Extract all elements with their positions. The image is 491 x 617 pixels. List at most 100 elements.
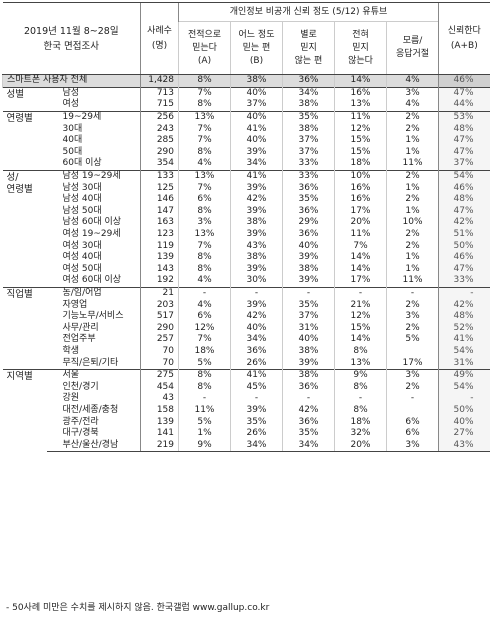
table-row: 여성 50대 143 8% 39% 38% 14% 1% 47% (3, 263, 490, 276)
dont-know-cell: 11% (385, 158, 439, 171)
somewhat-trust-cell: 38% (230, 74, 283, 88)
no-trust-cell: 17% (334, 275, 387, 288)
not-much-trust-cell: - (282, 286, 335, 300)
fully-trust-cell: 13% (178, 228, 231, 241)
col-header-line: 별로 (300, 29, 317, 40)
row-label: 인천/경기 (62, 381, 99, 392)
somewhat-trust-cell: 35% (230, 416, 283, 428)
table-row: 기능노무/서비스 517 6% 42% 37% 12% 3% 48% (3, 310, 490, 323)
no-trust-cell: 15% (334, 322, 387, 335)
not-much-trust-cell: 38% (282, 123, 335, 135)
not-much-trust-cell: 35% (282, 299, 335, 311)
dont-know-cell: 5% (385, 334, 439, 346)
somewhat-trust-cell: 39% (230, 299, 283, 311)
footnote: - 50사례 미만은 수치를 제시하지 않음. 한국갤럽 www.gallup.… (6, 603, 270, 613)
trust-total-cell: 33% (438, 275, 490, 288)
row-label: 부산/울산/경남 (46, 439, 141, 453)
trust-total-cell: 37% (438, 158, 490, 171)
row-label: 무직/은퇴/기타 (62, 357, 119, 368)
trust-total-cell: 31% (438, 357, 490, 370)
somewhat-trust-cell: 34% (230, 439, 283, 453)
dont-know-cell: 3% (385, 439, 439, 453)
trust-total-cell: 42% (438, 217, 490, 229)
table-row: 강원 43- - - - - - (3, 393, 490, 405)
not-much-trust-cell: 29% (282, 217, 335, 229)
row-label: 대전/세종/충청 (62, 404, 119, 415)
dont-know-cell: 10% (385, 217, 439, 229)
fully-trust-cell: 11% (178, 404, 231, 417)
trust-total-cell: 47% (438, 205, 490, 218)
no-trust-cell: 13% (334, 99, 387, 112)
question-group-header: 개인정보 비공개 신뢰 정도 (5/12) 유튜브 (177, 2, 439, 22)
fully-trust-cell: 4% (178, 275, 231, 288)
fully-trust-cell: 4% (178, 158, 231, 171)
dont-know-cell: 1% (385, 146, 439, 159)
not-much-trust-cell: 36% (282, 416, 335, 428)
row-label: 여성 (62, 99, 80, 110)
table-row: 남성 30대 125 7% 39% 36% 16% 1% 46% (3, 182, 490, 194)
row-label: 학생 (62, 345, 80, 356)
not-much-trust-cell: 34% (282, 86, 335, 100)
table-row: 부산/울산/경남 219 9% 34% 34% 20% 3% 43% (3, 439, 490, 453)
table-row: 남성 50대 147 8% 39% 36% 17% 1% 47% (3, 205, 490, 218)
somewhat-trust-cell: 39% (230, 182, 283, 194)
category-label: 연령별 (2, 110, 47, 171)
sample-size-cell: 163 (140, 217, 179, 229)
dont-know-cell: 2% (385, 110, 439, 124)
trust-total-label: 신뢰한다 (447, 25, 481, 36)
no-trust-cell: 12% (334, 123, 387, 135)
dont-know-cell: 6% (385, 427, 439, 440)
sample-size-cell: 139 (140, 416, 179, 428)
category-line: 성별 (6, 88, 24, 100)
no-trust-cell: 8% (334, 345, 387, 358)
col-header-line: 믿지 (300, 42, 317, 53)
no-trust-cell: 14% (334, 74, 387, 88)
sample-size-unit: (명) (151, 40, 168, 51)
category-line: 연령별 (6, 183, 33, 195)
dont-know-cell: 2% (385, 169, 439, 183)
row-label: 여성 19~29세 (62, 229, 121, 240)
somewhat-trust-cell: 39% (230, 404, 283, 417)
trust-total-cell: 49% (438, 368, 490, 382)
table-row: 자영업 203 4% 39% 35% 21% 2% 42% (3, 299, 490, 311)
row-label: 기능노무/서비스 (62, 311, 124, 322)
dont-know-cell: 2% (385, 228, 439, 241)
somewhat-trust-cell: 41% (230, 368, 283, 382)
no-trust-cell: 10% (334, 169, 387, 183)
fully-trust-cell: 13% (178, 169, 231, 183)
col-header-not-much-trust: 별로 믿지 않는 편 (282, 21, 335, 75)
fully-trust-cell: 7% (178, 123, 231, 135)
row-label: 여성 60대 이상 (62, 275, 122, 286)
not-much-trust-cell: 38% (282, 263, 335, 276)
dont-know-cell: 3% (385, 310, 439, 323)
dont-know-cell: 3% (385, 368, 439, 382)
fully-trust-cell: 5% (178, 357, 231, 370)
dont-know-cell: 2% (385, 123, 439, 135)
sample-size-cell: 257 (140, 334, 179, 346)
not-much-trust-cell: 36% (282, 182, 335, 194)
sample-size-cell: 141 (140, 427, 179, 440)
table-row: 50대 290 8% 39% 37% 15% 1% 47% (3, 146, 490, 159)
no-trust-cell: 8% (334, 404, 387, 417)
not-much-trust-cell: 36% (282, 74, 335, 88)
trust-total-cell: 48% (438, 123, 490, 135)
fully-trust-cell: 13% (178, 110, 231, 124)
col-header-line: 모름/ (402, 36, 423, 46)
fully-trust-cell: 4% (178, 299, 231, 311)
not-much-trust-cell: 36% (282, 205, 335, 218)
trust-total-cell: 54% (438, 345, 490, 358)
table-body: 스마트폰 사용자 전체 1,428 8% 38% 36% 14% 4% 46% 성별 남성 713 7… (2, 74, 490, 453)
dont-know-cell: 2% (385, 381, 439, 394)
category-label: 성별 (2, 86, 47, 112)
col-header-fully-trust: 전적으로 믿는다 (A) (178, 21, 231, 75)
row-label: 19~29세 (46, 110, 141, 124)
somewhat-trust-cell: 40% (230, 322, 283, 335)
somewhat-trust-cell: 26% (230, 427, 283, 440)
trust-total-cell: 40% (438, 416, 490, 428)
sample-size-cell: 203 (140, 299, 179, 311)
fully-trust-cell: 8% (178, 368, 231, 382)
row-label: 여성 40대 (62, 252, 102, 263)
not-much-trust-cell: 36% (282, 381, 335, 394)
not-much-trust-cell: 38% (282, 99, 335, 112)
fully-trust-cell: 8% (178, 99, 231, 112)
